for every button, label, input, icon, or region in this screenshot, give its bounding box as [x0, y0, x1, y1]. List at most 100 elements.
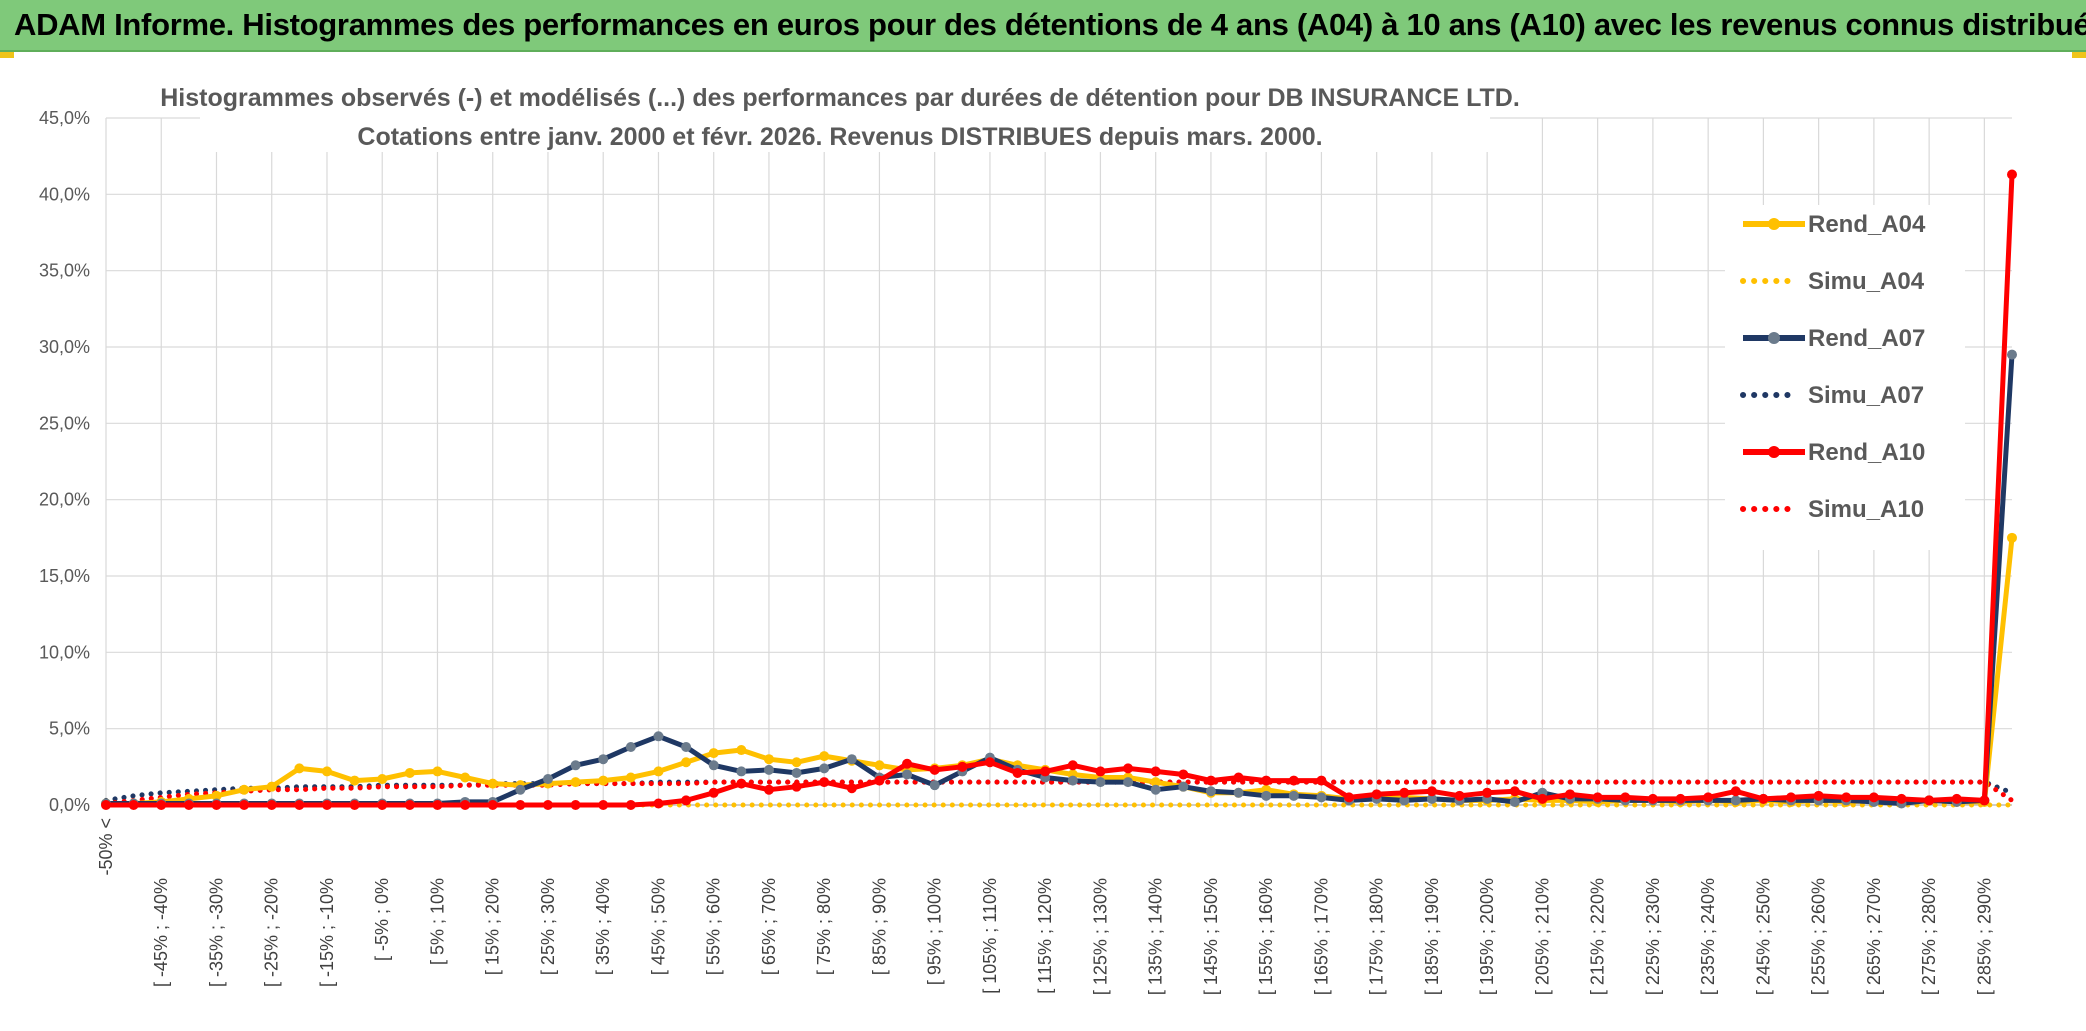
x-tick-label: [ 245% ; 250%: [1753, 878, 1773, 995]
data-point-rend-a07: [1067, 775, 1078, 786]
x-tick-label: [ -25% ; -20%: [262, 878, 282, 987]
x-tick-label: [ -5% ; 0%: [372, 878, 392, 961]
data-point-rend-a10: [487, 800, 498, 810]
chart-subtitle: Cotations entre janv. 2000 et févr. 2026…: [357, 123, 1322, 151]
data-point-rend-a10: [1426, 786, 1437, 797]
data-point-rend-a07: [1178, 781, 1189, 792]
x-tick-label: [ 45% ; 50%: [648, 878, 668, 975]
x-tick-label: [ 75% ; 80%: [814, 878, 834, 975]
y-tick-label: 30,0%: [39, 337, 90, 357]
data-point-rend-a04: [211, 790, 222, 801]
chart-title: Histogrammes observés (-) et modélisés (…: [160, 84, 1520, 112]
data-point-rend-a10: [542, 800, 553, 810]
data-point-rend-a04: [570, 777, 581, 788]
y-tick-label: 25,0%: [39, 413, 90, 433]
x-tick-label: [ 255% ; 260%: [1809, 878, 1829, 995]
data-point-rend-a04: [2007, 532, 2017, 543]
x-tick-label: [ 105% ; 110%: [980, 878, 1000, 994]
data-point-rend-a10: [1150, 766, 1161, 777]
x-tick-label: [ 155% ; 160%: [1256, 878, 1276, 995]
data-point-rend-a10: [929, 764, 940, 775]
data-point-rend-a07: [1095, 777, 1106, 788]
x-tick-label: [ 35% ; 40%: [593, 878, 613, 975]
x-tick-label: [ 185% ; 190%: [1422, 878, 1442, 995]
x-tick-label: [ 95% ; 100%: [925, 878, 945, 985]
data-point-rend-a10: [1565, 789, 1576, 800]
data-point-rend-a10: [1703, 792, 1714, 803]
x-tick-label: [ 265% ; 270%: [1864, 878, 1884, 995]
y-tick-label: 10,0%: [39, 642, 90, 662]
data-point-rend-a07: [763, 764, 774, 775]
data-point-rend-a04: [294, 763, 305, 774]
data-point-rend-a10: [625, 800, 636, 810]
data-point-rend-a10: [598, 800, 609, 810]
data-point-rend-a10: [1205, 775, 1216, 786]
series-line-rend-a10: [106, 174, 2015, 808]
data-point-rend-a10: [1095, 766, 1106, 777]
data-point-rend-a10: [432, 800, 443, 810]
data-point-rend-a10: [1371, 789, 1382, 800]
data-point-rend-a10: [1758, 793, 1769, 804]
data-point-rend-a07: [653, 731, 664, 742]
data-point-rend-a10: [1454, 790, 1465, 801]
data-point-rend-a04: [377, 774, 388, 785]
series-line-simu-a10: [103, 779, 2015, 806]
legend-marker-rend-a10: [1768, 446, 1780, 458]
data-point-rend-a10: [321, 800, 332, 810]
y-tick-label: 0,0%: [49, 795, 90, 815]
data-point-rend-a07: [570, 760, 581, 771]
x-tick-label: [ 165% ; 170%: [1311, 878, 1331, 995]
legend-label-simu-a10: Simu_A10: [1808, 496, 1924, 523]
data-point-rend-a07: [1288, 790, 1299, 801]
y-tick-label: 40,0%: [39, 184, 90, 204]
data-point-rend-a04: [404, 767, 415, 778]
data-point-rend-a07: [1150, 784, 1161, 795]
plot-area: [106, 118, 2012, 805]
x-tick-label: [ 225% ; 230%: [1643, 878, 1663, 995]
data-point-rend-a10: [377, 800, 388, 810]
x-tick-label: [ 195% ; 200%: [1477, 878, 1497, 995]
x-tick-label: [ 175% ; 180%: [1367, 878, 1387, 995]
data-point-rend-a10: [846, 783, 857, 794]
data-point-rend-a10: [183, 800, 194, 810]
data-point-rend-a10: [1178, 769, 1189, 780]
data-point-rend-a10: [1288, 775, 1299, 786]
data-point-rend-a04: [460, 772, 471, 783]
data-point-rend-a10: [1675, 793, 1686, 804]
legend-label-rend-a07: Rend_A07: [1808, 325, 1925, 352]
data-point-rend-a04: [763, 754, 774, 765]
legend-label-rend-a04: Rend_A04: [1808, 211, 1926, 238]
data-point-rend-a10: [1896, 793, 1907, 804]
data-point-rend-a10: [1233, 772, 1244, 783]
data-point-rend-a10: [211, 800, 222, 810]
data-point-rend-a07: [625, 741, 636, 752]
x-tick-label: [ 145% ; 150%: [1201, 878, 1221, 995]
data-point-rend-a07: [1316, 792, 1327, 803]
x-tick-label: [ 115% ; 120%: [1035, 878, 1055, 994]
data-point-rend-a10: [1979, 795, 1990, 806]
data-point-rend-a07: [1233, 787, 1244, 798]
data-point-rend-a10: [1040, 766, 1051, 777]
data-point-rend-a10: [1316, 775, 1327, 786]
data-point-rend-a10: [902, 758, 913, 769]
data-point-rend-a10: [1399, 787, 1410, 798]
data-point-rend-a10: [570, 800, 581, 810]
x-tick-label: [ 235% ; 240%: [1698, 878, 1718, 995]
legend-label-rend-a10: Rend_A10: [1808, 439, 1925, 466]
data-point-rend-a04: [708, 748, 719, 759]
data-point-rend-a10: [2007, 169, 2017, 180]
x-tick-label: [ 5% ; 10%: [427, 878, 447, 965]
data-point-rend-a07: [929, 780, 940, 791]
legend-label-simu-a04: Simu_A04: [1808, 268, 1925, 295]
data-point-rend-a10: [984, 757, 995, 768]
data-point-rend-a10: [819, 777, 830, 788]
data-point-rend-a07: [736, 766, 747, 777]
x-tick-label: [ 85% ; 90%: [869, 878, 889, 975]
x-tick-label: [ 15% ; 20%: [483, 878, 503, 975]
data-point-rend-a07: [1205, 786, 1216, 797]
data-point-rend-a07: [1509, 796, 1520, 807]
data-point-rend-a10: [1620, 792, 1631, 803]
data-point-rend-a10: [1786, 792, 1797, 803]
x-tick-label: [ 65% ; 70%: [759, 878, 779, 975]
